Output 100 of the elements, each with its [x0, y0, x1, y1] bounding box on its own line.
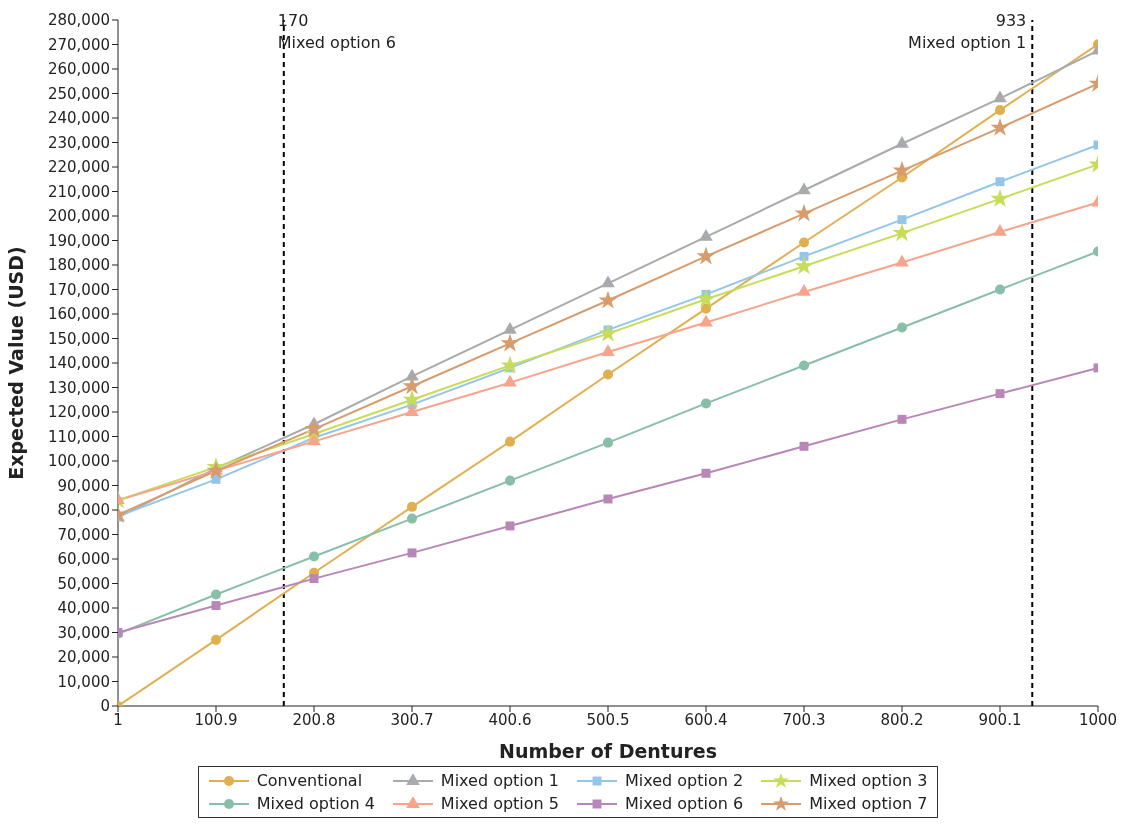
point — [505, 521, 515, 531]
y-tick-label: 240,000 — [47, 109, 110, 128]
x-tick-label: 600.4 — [684, 710, 728, 729]
x-tick-label: 900.1 — [978, 710, 1022, 729]
y-tick-label: 190,000 — [47, 231, 110, 250]
point — [897, 215, 907, 225]
x-tick-label: 300.7 — [390, 710, 434, 729]
legend-label: Mixed option 6 — [625, 794, 744, 813]
legend-label: Mixed option 1 — [440, 771, 559, 790]
point — [995, 177, 1005, 187]
point — [993, 224, 1007, 236]
point — [601, 275, 615, 288]
legend-label: Mixed option 7 — [809, 794, 928, 813]
legend-label: Mixed option 5 — [440, 794, 559, 813]
y-tick-label: 200,000 — [47, 207, 110, 226]
y-tick-label: 50,000 — [57, 574, 110, 593]
y-tick-label: 180,000 — [47, 256, 110, 275]
x-tick-label: 1 — [113, 710, 123, 729]
y-tick-label: 20,000 — [57, 648, 110, 667]
point — [990, 117, 1010, 136]
point — [210, 589, 222, 600]
y-tick-label: 160,000 — [47, 305, 110, 324]
y-tick-label: 90,000 — [57, 476, 110, 495]
y-tick-label: 30,000 — [57, 623, 110, 642]
point — [500, 355, 520, 374]
legend-label: Mixed option 2 — [625, 771, 744, 790]
point — [798, 360, 810, 371]
x-tick-label: 800.2 — [880, 710, 924, 729]
point — [402, 389, 422, 408]
point — [699, 228, 713, 241]
point — [504, 475, 516, 486]
point — [304, 419, 324, 438]
point — [990, 188, 1010, 207]
y-tick-label: 70,000 — [57, 525, 110, 544]
ref-line-label: 933 Mixed option 1 — [908, 11, 1027, 52]
y-tick-label: 0 — [100, 697, 110, 716]
point — [896, 322, 908, 333]
y-tick-label: 60,000 — [57, 550, 110, 569]
point — [895, 254, 909, 267]
point — [504, 436, 516, 447]
legend-label: Conventional — [256, 771, 363, 790]
point — [601, 344, 615, 356]
point — [210, 634, 222, 645]
point — [994, 284, 1006, 295]
point — [799, 441, 809, 451]
point — [405, 404, 419, 416]
point — [797, 182, 811, 195]
point — [406, 513, 418, 524]
y-tick-label: 250,000 — [47, 84, 110, 103]
y-tick-label: 140,000 — [47, 354, 110, 373]
y-tick-label: 230,000 — [47, 133, 110, 152]
legend-label: Mixed option 4 — [256, 794, 375, 813]
y-tick-label: 150,000 — [47, 329, 110, 348]
x-tick-label: 100.9 — [194, 710, 238, 729]
point — [598, 323, 618, 342]
point — [794, 256, 814, 275]
point — [699, 314, 713, 327]
point — [211, 601, 221, 611]
point — [993, 90, 1007, 103]
point — [309, 574, 319, 584]
y-tick-label: 80,000 — [57, 501, 110, 520]
x-tick-label: 700.3 — [782, 710, 826, 729]
point — [798, 237, 810, 248]
point — [700, 303, 712, 314]
point — [406, 501, 418, 512]
y-tick-label: 120,000 — [47, 403, 110, 422]
point — [602, 369, 614, 380]
point — [701, 468, 711, 478]
point — [895, 135, 909, 148]
point — [407, 548, 417, 558]
y-tick-label: 40,000 — [57, 599, 110, 618]
x-tick-label: 400.6 — [488, 710, 532, 729]
y-tick-label: 110,000 — [47, 427, 110, 446]
x-tick-label: 500.5 — [586, 710, 630, 729]
y-tick-label: 270,000 — [47, 35, 110, 54]
y-tick-label: 220,000 — [47, 158, 110, 177]
point — [503, 374, 517, 387]
y-tick-label: 260,000 — [47, 60, 110, 79]
point — [696, 289, 716, 308]
y-tick-label: 10,000 — [57, 672, 110, 691]
x-tick-label: 1000 — [1078, 710, 1118, 729]
point — [402, 376, 422, 395]
point — [602, 437, 614, 448]
y-tick-label: 170,000 — [47, 280, 110, 299]
point — [797, 284, 811, 296]
point — [995, 389, 1005, 399]
point — [892, 160, 912, 179]
point — [696, 246, 716, 265]
point — [308, 551, 320, 562]
point — [700, 398, 712, 409]
point — [994, 105, 1006, 116]
ref-line-label: 170 Mixed option 6 — [277, 11, 396, 52]
legend-label: Mixed option 3 — [809, 771, 928, 790]
y-tick-label: 210,000 — [47, 182, 110, 201]
y-axis-title: Expected Value (USD) — [4, 246, 27, 480]
point — [794, 203, 814, 222]
point — [897, 414, 907, 424]
y-tick-label: 130,000 — [47, 378, 110, 397]
point — [405, 368, 419, 381]
point — [598, 290, 618, 309]
